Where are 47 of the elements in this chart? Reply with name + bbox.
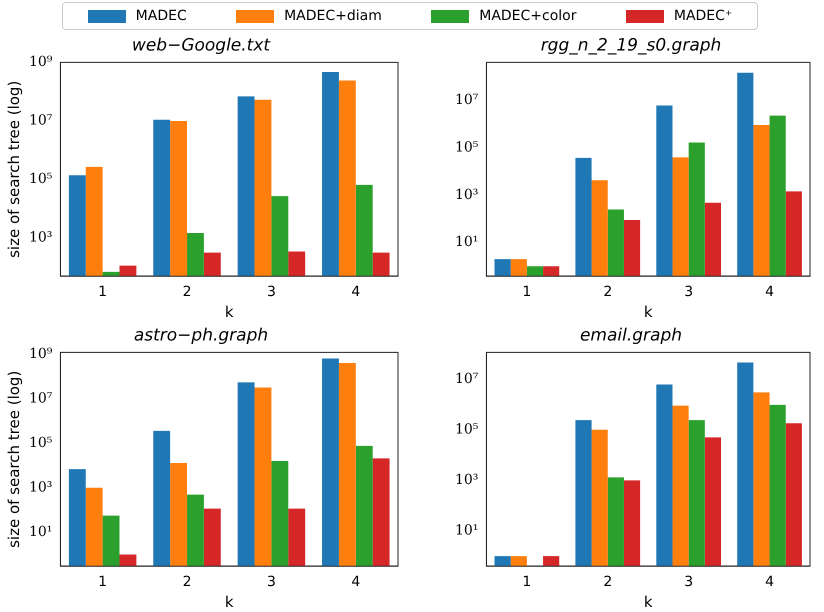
chart-title: web−Google.txt <box>132 36 272 56</box>
y-tick-label: 10¹ <box>454 234 478 250</box>
x-axis-title: k <box>644 592 653 611</box>
x-tick-label: 1 <box>98 574 108 590</box>
x-axis-title: k <box>644 302 653 321</box>
x-tick-label: 1 <box>522 284 532 300</box>
chart-title: astro−ph.graph <box>134 326 268 346</box>
legend-label: MADEC <box>136 8 187 24</box>
x-tick-label: 2 <box>182 284 192 300</box>
x-tick-label: 3 <box>266 574 276 590</box>
y-tick-label: 10⁷ <box>454 92 479 108</box>
y-tick-label: 10¹ <box>28 524 52 540</box>
y-tick-label: 10⁷ <box>454 370 479 387</box>
y-tick-label: 10³ <box>454 186 478 203</box>
y-tick-label: 10⁵ <box>454 140 479 156</box>
y-axis-title: size of search tree (log) <box>4 80 23 258</box>
legend-label: MADEC+color <box>479 8 576 24</box>
x-tick-label: 3 <box>684 574 694 590</box>
x-tick-label: 2 <box>603 284 612 300</box>
x-axis-title: k <box>224 302 234 321</box>
x-tick-label: 3 <box>266 284 276 300</box>
x-tick-label: 1 <box>522 574 532 590</box>
y-tick-label: 10⁵ <box>28 171 53 188</box>
y-tick-label: 10⁷ <box>28 390 53 406</box>
x-tick-label: 1 <box>98 284 108 300</box>
y-tick-label: 10⁷ <box>28 112 53 129</box>
x-tick-label: 3 <box>684 284 694 300</box>
y-tick-label: 10⁹ <box>28 346 53 362</box>
x-axis-title: k <box>224 592 234 611</box>
y-tick-label: 10³ <box>454 472 478 488</box>
x-tick-label: 4 <box>351 284 360 300</box>
y-tick-label: 10¹ <box>454 522 478 539</box>
y-tick-label: 10⁵ <box>28 434 53 451</box>
x-tick-label: 4 <box>765 284 774 300</box>
x-tick-label: 2 <box>603 574 612 590</box>
chart-title: email.graph <box>580 326 682 346</box>
y-axis-title: size of search tree (log) <box>4 370 23 548</box>
y-tick-label: 10³ <box>28 230 52 246</box>
legend-label: MADEC⁺ <box>674 8 732 24</box>
x-tick-label: 4 <box>765 574 774 590</box>
y-tick-label: 10³ <box>28 479 52 496</box>
y-tick-label: 10⁵ <box>454 421 479 438</box>
x-tick-label: 2 <box>182 574 192 590</box>
legend-label: MADEC+diam <box>284 8 382 24</box>
chart-title: rgg_n_2_19_s0.graph <box>540 36 722 56</box>
y-tick-label: 10⁹ <box>28 54 53 70</box>
x-tick-label: 4 <box>351 574 360 590</box>
